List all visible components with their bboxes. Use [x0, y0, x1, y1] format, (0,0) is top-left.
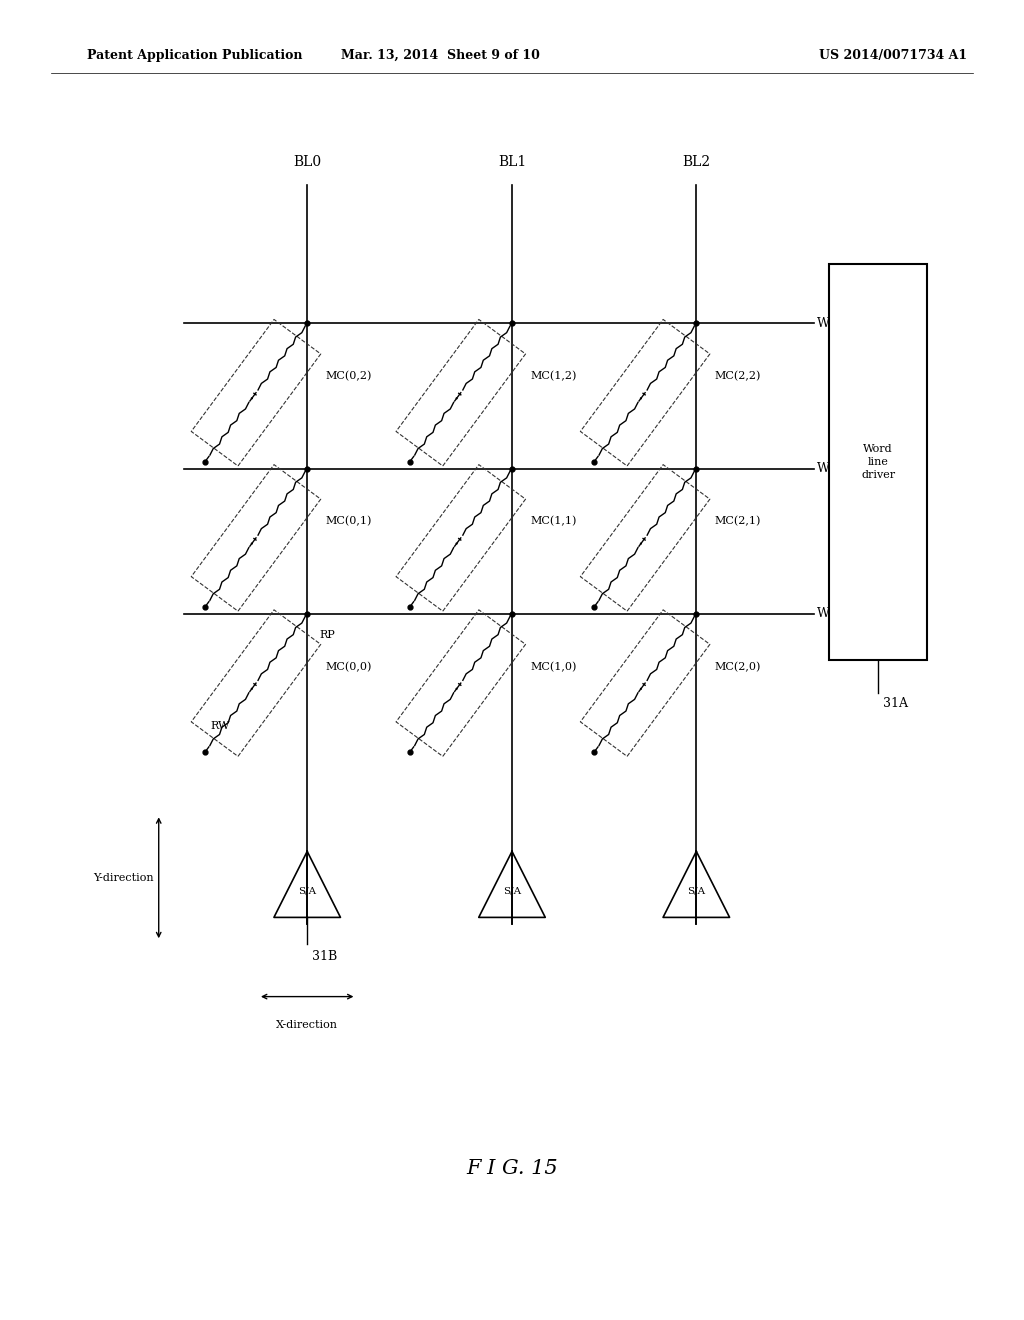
Text: MC(0,2): MC(0,2): [326, 371, 372, 381]
Text: S/A: S/A: [503, 887, 521, 895]
Text: MC(0,1): MC(0,1): [326, 516, 372, 527]
Text: MC(2,0): MC(2,0): [715, 661, 761, 672]
Text: MC(2,2): MC(2,2): [715, 371, 761, 381]
Text: MC(0,0): MC(0,0): [326, 661, 372, 672]
Text: WL2: WL2: [817, 317, 846, 330]
Text: BL0: BL0: [293, 154, 322, 169]
Text: S/A: S/A: [298, 887, 316, 895]
Text: 31A: 31A: [883, 697, 908, 710]
Text: BL1: BL1: [498, 154, 526, 169]
Bar: [829, 264, 927, 660]
Text: S/A: S/A: [687, 887, 706, 895]
Text: 31B: 31B: [312, 950, 338, 964]
Text: Mar. 13, 2014  Sheet 9 of 10: Mar. 13, 2014 Sheet 9 of 10: [341, 49, 540, 62]
Text: Word
line
driver: Word line driver: [861, 444, 895, 480]
Text: MC(1,1): MC(1,1): [530, 516, 577, 527]
Text: Patent Application Publication: Patent Application Publication: [87, 49, 302, 62]
Text: MC(2,1): MC(2,1): [715, 516, 761, 527]
Text: RP: RP: [319, 630, 335, 640]
Text: BL2: BL2: [682, 154, 711, 169]
Text: Y-direction: Y-direction: [93, 873, 154, 883]
Text: WL1: WL1: [817, 462, 846, 475]
Text: MC(1,0): MC(1,0): [530, 661, 577, 672]
Text: F I G. 15: F I G. 15: [466, 1159, 558, 1177]
Text: US 2014/0071734 A1: US 2014/0071734 A1: [819, 49, 968, 62]
Text: MC(1,2): MC(1,2): [530, 371, 577, 381]
Text: X-direction: X-direction: [276, 1020, 338, 1031]
Text: RW: RW: [210, 721, 229, 731]
Text: WL0: WL0: [817, 607, 846, 620]
